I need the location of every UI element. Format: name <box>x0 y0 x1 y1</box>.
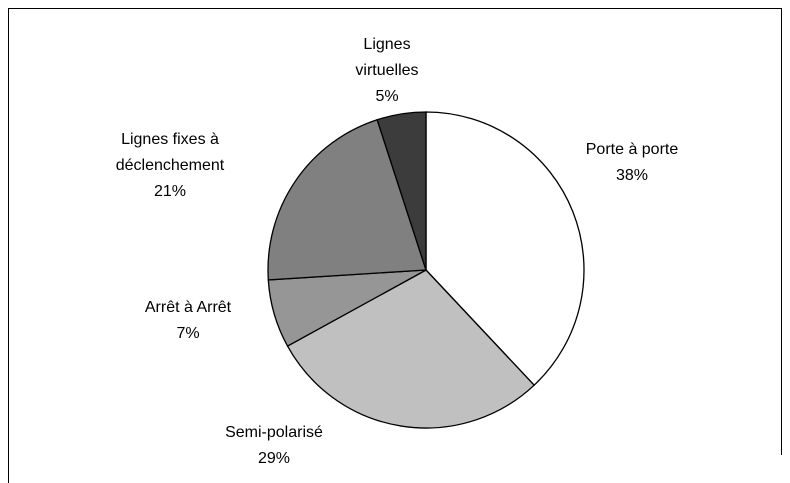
pie-slice <box>267 118 427 281</box>
category-label: Semi-polarisé <box>225 424 323 441</box>
slice-label: Semi-polarisé 29% <box>199 420 349 472</box>
value-label: 5% <box>375 88 399 105</box>
pie-slice <box>425 111 585 387</box>
slice-label: Porte à porte 38% <box>547 137 717 189</box>
frame <box>8 8 782 483</box>
slice-label: Lignes virtuelles 5% <box>342 32 432 110</box>
value-label: 29% <box>257 450 291 467</box>
pie-slice <box>376 111 427 271</box>
pie-slice <box>286 269 536 429</box>
value-label: 38% <box>615 167 649 184</box>
slice-label: Arrêt à Arrêt 7% <box>123 295 253 347</box>
value-label: 21% <box>153 183 187 200</box>
category-label: Arrêt à Arrêt <box>144 299 232 316</box>
category-label: Lignes virtuelles <box>355 36 419 79</box>
slice-label: Lignes fixes à déclenchement 21% <box>75 127 265 205</box>
value-label: 7% <box>176 325 200 342</box>
category-label: Porte à porte <box>585 141 679 158</box>
category-label: Lignes fixes à déclenchement <box>115 131 225 174</box>
